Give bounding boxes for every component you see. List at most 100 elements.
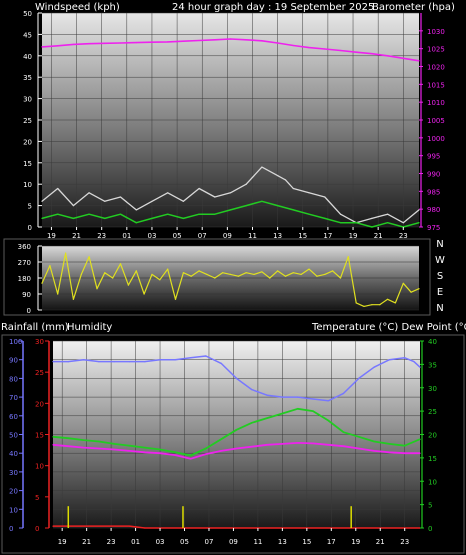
gust-line-point bbox=[214, 196, 216, 198]
gust-line-point bbox=[41, 200, 43, 202]
barometer-line-point bbox=[308, 47, 310, 49]
top-x-tick-label: 07 bbox=[198, 232, 207, 240]
direction-grid bbox=[42, 245, 419, 311]
average-line-point bbox=[229, 209, 232, 211]
gust-line-point bbox=[182, 200, 184, 202]
barometer-line-point bbox=[387, 55, 389, 57]
direction-line-point bbox=[355, 302, 357, 304]
direction-line-point bbox=[308, 268, 310, 270]
gust-line-point bbox=[57, 187, 59, 190]
dew-point-line-point bbox=[83, 439, 85, 441]
direction-line-point bbox=[151, 273, 153, 275]
temperature-line-point bbox=[266, 444, 268, 446]
average-line-point bbox=[88, 213, 90, 215]
humidity-label: Humidity bbox=[67, 322, 112, 333]
compass-e-label: E bbox=[437, 287, 443, 298]
humidity-line-point bbox=[281, 396, 283, 398]
temperature-humidity-chart: 0102030405060708090100051015202530051015… bbox=[1, 334, 465, 554]
dew-point-line-point bbox=[419, 438, 421, 440]
direction-line-point bbox=[182, 272, 184, 274]
direction-y-tick-label: 0 bbox=[27, 307, 31, 315]
gust-line-point bbox=[284, 179, 287, 181]
average-line-point bbox=[198, 213, 200, 215]
dew-point-line-point bbox=[220, 438, 222, 440]
humidity-line-point bbox=[388, 359, 390, 361]
bottom-x-tick-label: 07 bbox=[205, 538, 214, 546]
top-x-tick-label: 21 bbox=[374, 232, 383, 240]
top-x-tick-label: 01 bbox=[122, 232, 131, 240]
average-line-point bbox=[292, 209, 294, 211]
average-line-point bbox=[72, 217, 74, 219]
direction-line-point bbox=[167, 268, 169, 270]
humidity-line-point bbox=[52, 361, 54, 363]
direction-line-point bbox=[418, 288, 420, 290]
top-y-tick-label: 0 bbox=[28, 224, 32, 232]
temperature-line-point bbox=[52, 444, 54, 446]
temp-y-tick-label: 35 bbox=[428, 361, 437, 369]
rain-y-tick-label: 5 bbox=[35, 494, 39, 502]
humidity-y-tick-label: 50 bbox=[9, 432, 18, 440]
temperature-line-point bbox=[128, 450, 131, 452]
humidity-line-point bbox=[220, 362, 222, 364]
gust-line-point bbox=[72, 205, 74, 207]
temperature-line-point bbox=[297, 442, 299, 444]
direction-line-point bbox=[49, 265, 51, 267]
temp-y-tick-label: 40 bbox=[428, 338, 437, 346]
direction-line-point bbox=[324, 273, 326, 275]
humidity-y-tick-label: 70 bbox=[9, 394, 18, 402]
humidity-line bbox=[53, 355, 421, 402]
rain-y-tick-label: 25 bbox=[35, 369, 44, 377]
top-y2-tick-label: 1025 bbox=[427, 46, 445, 54]
humidity-line-point bbox=[159, 359, 161, 361]
gust-line-point bbox=[151, 200, 153, 202]
bottom-x-tick-label: 03 bbox=[156, 538, 165, 546]
graph-title: 24 hour graph day : 19 September 2025 bbox=[172, 2, 374, 13]
humidity-line-point bbox=[312, 398, 314, 400]
temp-y-tick-label: 15 bbox=[428, 455, 437, 463]
top-x-tick-label: 17 bbox=[323, 232, 332, 240]
dew-point-line-point bbox=[98, 440, 100, 443]
dew-point-line-point bbox=[144, 447, 146, 449]
direction-line-point bbox=[104, 272, 106, 274]
barometer-line-point bbox=[277, 42, 279, 44]
direction-line-point bbox=[222, 272, 224, 274]
gust-line-point bbox=[324, 196, 326, 198]
top-y2-tick-label: 1000 bbox=[427, 135, 445, 143]
wind-barometer-chart: 0510152025303540455097598098599099510001… bbox=[23, 10, 445, 240]
direction-y-tick-label: 360 bbox=[18, 243, 31, 251]
dew-point-line-point bbox=[358, 436, 360, 438]
barometer-line-point bbox=[261, 40, 263, 42]
average-line-point bbox=[41, 217, 43, 219]
dew-point-line-point bbox=[235, 429, 238, 431]
average-line-point bbox=[418, 222, 420, 224]
gust-line-point bbox=[135, 209, 137, 211]
gust-line-point bbox=[104, 200, 106, 202]
temperature-line-point bbox=[144, 451, 146, 453]
temp-y-tick-label: 10 bbox=[428, 478, 437, 486]
humidity-y-tick-label: 10 bbox=[9, 506, 18, 514]
barometer-line-point bbox=[104, 42, 106, 44]
average-line-point bbox=[167, 213, 169, 215]
direction-line-point bbox=[88, 256, 90, 258]
top-marks bbox=[41, 38, 420, 228]
direction-line-point bbox=[41, 282, 43, 284]
barometer-line-point bbox=[214, 39, 216, 41]
top-y2-tick-label: 1005 bbox=[427, 117, 445, 125]
rain-line-point bbox=[144, 527, 146, 529]
gust-line-point bbox=[245, 183, 247, 185]
top-y-tick-label: 5 bbox=[28, 203, 32, 211]
top-x-tick-label: 15 bbox=[298, 232, 307, 240]
dew-point-line-point bbox=[52, 436, 54, 438]
temperature-line-point bbox=[220, 450, 222, 452]
barometer-line-point bbox=[355, 51, 357, 53]
dew-point-line-point bbox=[404, 445, 406, 447]
bottom-x-tick-label: 19 bbox=[351, 538, 360, 546]
barometer-line-point bbox=[57, 45, 59, 47]
direction-y-tick-label: 180 bbox=[18, 275, 31, 283]
average-line-point bbox=[245, 205, 247, 207]
temperature-line-point bbox=[190, 458, 192, 460]
temperature-line-point bbox=[205, 453, 207, 455]
gust-line-point bbox=[402, 222, 404, 224]
